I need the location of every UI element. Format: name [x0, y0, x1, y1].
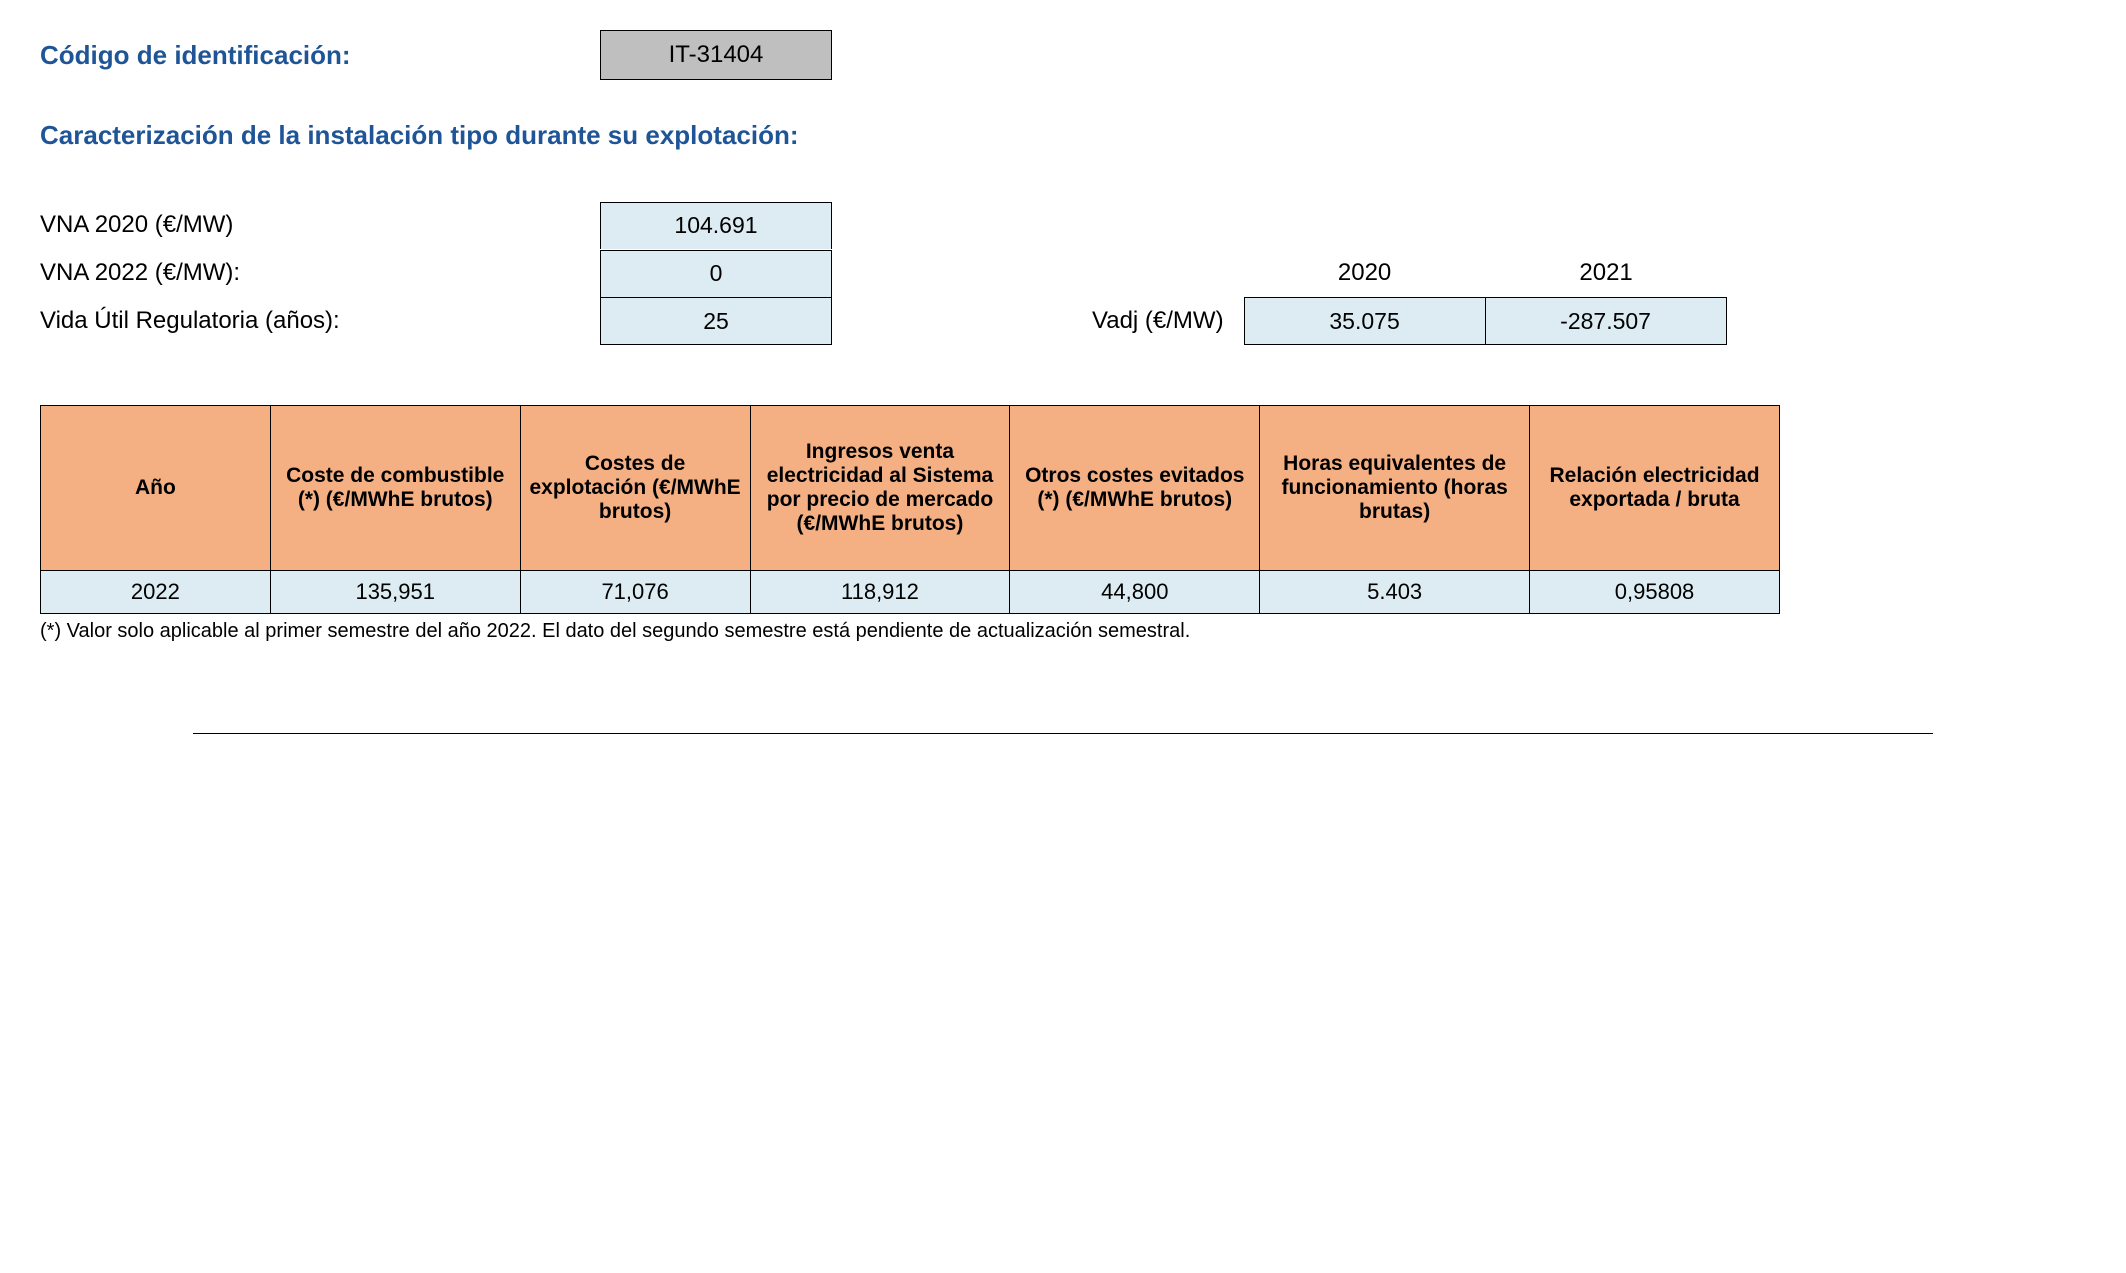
params-block: VNA 2020 (€/MW) 104.691 VNA 2022 (€/MW):…: [40, 201, 832, 345]
table-cell-0-5: 5.403: [1260, 571, 1530, 614]
table-header-2: Costes de explotación (€/MWhE brutos): [520, 406, 750, 571]
vida-label: Vida Útil Regulatoria (años):: [40, 307, 600, 335]
vadj-value-1: -287.507: [1486, 297, 1727, 345]
id-code-box: IT-31404: [600, 30, 832, 80]
table-cell-0-6: 0,95808: [1530, 571, 1780, 614]
divider: [193, 733, 1933, 734]
table-header-5: Horas equivalentes de funcionamiento (ho…: [1260, 406, 1530, 571]
section-title: Caracterización de la instalación tipo d…: [40, 120, 2086, 151]
table-cell-0-3: 118,912: [750, 571, 1010, 614]
vadj-block: Vadj (€/MW) 2020 35.075 2021 -287.507: [1092, 249, 1727, 345]
vadj-year-0: 2020: [1245, 249, 1485, 297]
table-cell-0-4: 44,800: [1010, 571, 1260, 614]
table-header-0: Año: [41, 406, 271, 571]
main-table: AñoCoste de combustible (*) (€/MWhE brut…: [40, 405, 1780, 614]
vna2022-label: VNA 2022 (€/MW):: [40, 259, 600, 287]
vadj-label: Vadj (€/MW): [1092, 297, 1224, 345]
vna2022-value: 0: [600, 250, 832, 297]
id-label: Código de identificación:: [40, 40, 600, 71]
vadj-year-1: 2021: [1486, 249, 1726, 297]
table-row: 2022135,95171,076118,91244,8005.4030,958…: [41, 571, 1780, 614]
footnote: (*) Valor solo aplicable al primer semes…: [40, 620, 2086, 643]
table-header-3: Ingresos venta electricidad al Sistema p…: [750, 406, 1010, 571]
table-cell-0-1: 135,951: [270, 571, 520, 614]
table-cell-0-2: 71,076: [520, 571, 750, 614]
table-header-1: Coste de combustible (*) (€/MWhE brutos): [270, 406, 520, 571]
vna2020-label: VNA 2020 (€/MW): [40, 211, 600, 239]
vida-value: 25: [600, 297, 832, 345]
table-header-6: Relación electricidad exportada / bruta: [1530, 406, 1780, 571]
table-cell-0-0: 2022: [41, 571, 271, 614]
vadj-value-0: 35.075: [1244, 297, 1486, 345]
vna2020-value: 104.691: [600, 202, 832, 249]
table-header-4: Otros costes evitados (*) (€/MWhE brutos…: [1010, 406, 1260, 571]
